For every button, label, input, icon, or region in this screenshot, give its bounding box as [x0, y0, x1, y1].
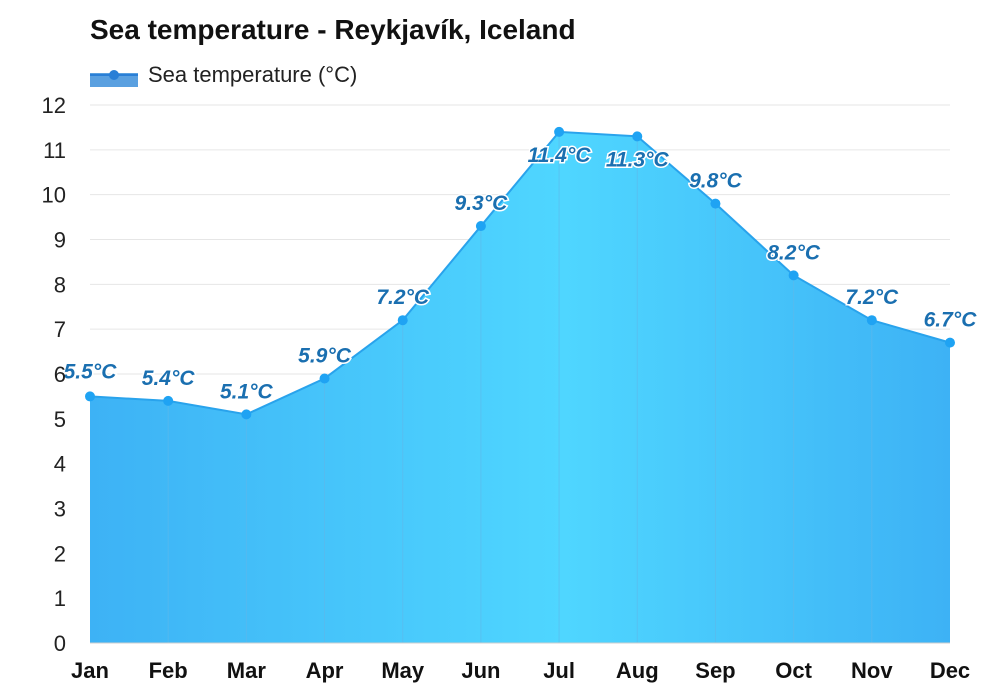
legend-swatch-icon	[90, 70, 138, 87]
data-point[interactable]	[788, 270, 799, 281]
data-label: 11.3°C	[606, 148, 670, 171]
data-label: 9.8°C	[689, 170, 743, 193]
x-tick-label: Jan	[71, 658, 109, 683]
x-tick-label: Jul	[543, 658, 575, 683]
x-tick-label: Jun	[461, 658, 500, 683]
legend-label: Sea temperature (°C)	[148, 62, 358, 87]
data-point[interactable]	[397, 315, 408, 326]
data-point[interactable]	[85, 391, 95, 402]
data-label: 8.2°C	[767, 241, 821, 264]
y-tick-label: 6	[54, 362, 66, 387]
data-point[interactable]	[319, 373, 330, 384]
y-tick-label: 5	[54, 407, 66, 432]
data-point[interactable]	[554, 126, 565, 137]
data-label: 5.4°C	[142, 367, 196, 390]
x-tick-label: Dec	[930, 658, 970, 683]
y-tick-label: 12	[42, 93, 66, 118]
data-point[interactable]	[632, 131, 643, 142]
data-point[interactable]	[710, 198, 721, 209]
y-tick-label: 3	[54, 497, 66, 522]
area-fill	[90, 131, 950, 643]
data-point[interactable]	[163, 395, 174, 406]
legend[interactable]: Sea temperature (°C)	[90, 60, 357, 90]
x-tick-label: Feb	[149, 658, 188, 683]
x-tick-label: Oct	[775, 658, 812, 683]
data-point[interactable]	[475, 221, 486, 232]
markers	[85, 126, 955, 420]
y-tick-label: 0	[54, 631, 66, 656]
data-point[interactable]	[866, 315, 877, 326]
data-point[interactable]	[241, 409, 252, 420]
y-tick-label: 7	[54, 317, 66, 342]
y-tick-label: 9	[54, 228, 66, 253]
x-tick-label: Aug	[616, 658, 659, 683]
data-labels: 5.5°C 5.4°C 5.1°C 5.9°C 7.2°C 9.3°C 11.4°C 11.3…	[62, 142, 979, 404]
series-line	[89, 130, 951, 416]
data-label: 11.4°C	[528, 144, 592, 167]
y-tick-label: 8	[54, 272, 66, 297]
data-label: 7.2°C	[376, 286, 430, 309]
data-label: 6.7°C	[924, 309, 978, 332]
x-tick-label: Sep	[695, 658, 735, 683]
x-tick-label: May	[381, 658, 425, 683]
chart-title: Sea temperature - Reykjavík, Iceland	[90, 14, 576, 45]
y-tick-label: 1	[54, 586, 66, 611]
y-tick-label: 4	[54, 452, 66, 477]
data-label: 5.5°C	[64, 360, 118, 383]
data-label: 7.2°C	[845, 286, 899, 309]
y-tick-label: 11	[43, 138, 66, 163]
y-tick-label: 10	[42, 183, 66, 208]
area-series	[89, 130, 951, 643]
data-label: 5.1°C	[220, 380, 274, 403]
data-point[interactable]	[945, 337, 955, 348]
x-tick-label: Nov	[851, 658, 893, 683]
x-tick-label: Apr	[306, 658, 344, 683]
x-tick-label: Mar	[227, 658, 267, 683]
data-label: 5.9°C	[298, 344, 352, 367]
data-label: 9.3°C	[455, 192, 509, 215]
y-tick-label: 2	[54, 541, 66, 566]
